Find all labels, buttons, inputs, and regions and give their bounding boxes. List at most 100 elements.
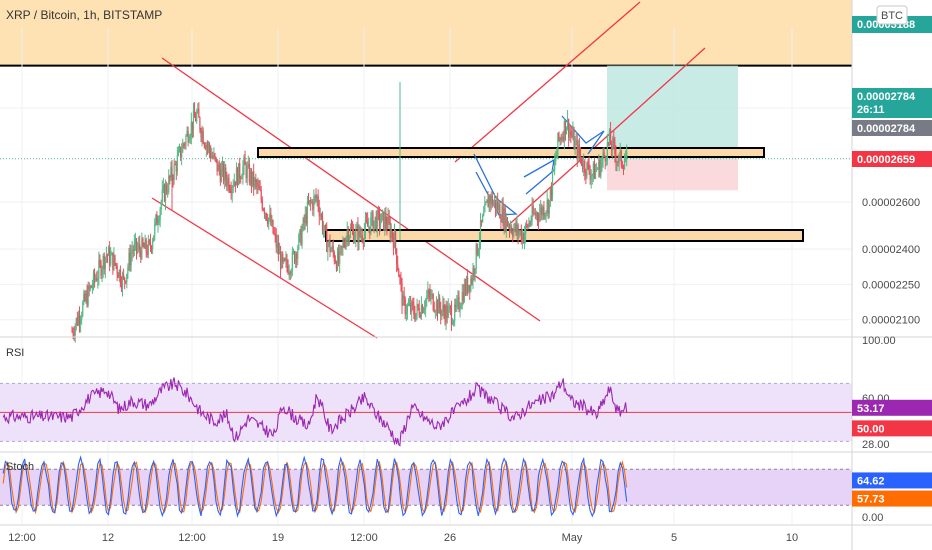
candle-body <box>591 174 593 177</box>
candle-body <box>189 136 191 140</box>
candle-body <box>229 189 231 191</box>
candle-body <box>193 110 196 118</box>
current-price-badge-text: 26:11 <box>857 104 885 116</box>
candle-body <box>308 200 311 204</box>
candle-body <box>530 220 532 224</box>
candle-body <box>433 309 435 312</box>
candle-body <box>387 216 389 229</box>
candle-body <box>619 150 621 154</box>
candle-body <box>141 238 143 259</box>
currency-button-label: BTC <box>881 10 903 22</box>
candle-body <box>483 212 485 216</box>
candle-body <box>450 308 453 325</box>
candle-body <box>593 163 596 179</box>
candle-body <box>419 315 421 318</box>
stoch-k-badge-text: 64.62 <box>857 475 885 487</box>
candle-body <box>397 264 399 270</box>
candle-body <box>144 239 146 249</box>
candle-body <box>484 203 486 213</box>
candle-body <box>234 181 236 186</box>
candle-body <box>541 207 543 216</box>
candle-body <box>608 130 611 143</box>
candle-body <box>84 293 86 301</box>
candle-body <box>128 252 130 267</box>
candle-body <box>210 151 212 158</box>
candle-body <box>616 161 618 163</box>
support-box-lower <box>325 229 804 242</box>
candle-body <box>455 304 457 307</box>
candle-body <box>426 297 428 300</box>
candle-body <box>421 305 424 313</box>
candle-body <box>469 285 471 291</box>
candle-body <box>288 272 290 274</box>
candle-body <box>221 163 224 169</box>
candle-body <box>356 225 358 229</box>
candle-body <box>518 232 520 235</box>
candle-body <box>254 178 256 187</box>
candle-body <box>159 209 161 221</box>
candle-body <box>565 127 568 134</box>
channel-lower-line <box>151 197 378 339</box>
currency-button[interactable]: BTC <box>876 5 908 25</box>
candle-body <box>226 179 228 186</box>
stoch-pane[interactable] <box>0 455 852 518</box>
time-tick-label: 12 <box>102 532 114 544</box>
candle-body <box>243 157 245 167</box>
rsi-pane[interactable] <box>0 377 852 447</box>
candle-body <box>173 164 175 180</box>
candle-body <box>399 276 401 278</box>
candle-body <box>391 231 393 238</box>
candle-body <box>105 254 107 258</box>
candle-body <box>519 230 521 233</box>
candle-body <box>533 212 535 214</box>
candle-body <box>182 143 184 153</box>
candle-body <box>374 216 376 221</box>
price-pane[interactable] <box>0 0 852 550</box>
candle-body <box>92 272 95 287</box>
candle-body <box>376 210 378 231</box>
candle-body <box>546 199 548 212</box>
candle-body <box>440 308 442 316</box>
candle-body <box>532 205 534 214</box>
candle-body <box>213 153 215 158</box>
candle-body <box>559 138 561 140</box>
candle-body <box>310 200 312 203</box>
candle-body <box>596 169 598 171</box>
stop-price-badge-text: 0.00002659 <box>857 154 915 166</box>
candle-body <box>568 119 570 138</box>
candle-body <box>88 285 90 290</box>
candle-body <box>482 215 484 223</box>
candle-body <box>317 195 319 208</box>
last-price-badge <box>852 120 932 136</box>
candle-body <box>520 230 522 242</box>
candle-body <box>447 306 449 318</box>
candle-body <box>444 311 446 322</box>
candle-body <box>379 222 382 227</box>
candle-body <box>126 273 128 283</box>
candle-body <box>146 251 148 255</box>
candle-body <box>166 184 168 192</box>
candle-body <box>451 324 454 325</box>
candle-body <box>429 293 431 299</box>
candle-body <box>540 207 542 214</box>
candle-body <box>101 269 103 276</box>
candle-body <box>499 204 501 219</box>
candle-body <box>218 164 220 171</box>
candle-body <box>417 304 419 309</box>
candle-body <box>291 251 293 272</box>
candle-body <box>174 164 176 165</box>
candle-body <box>402 295 404 306</box>
candle-body <box>398 269 400 277</box>
candle-body <box>573 130 575 150</box>
candle-body <box>340 246 342 249</box>
candle-body <box>162 185 164 190</box>
take-profit-zone <box>607 65 738 159</box>
time-tick-label: 12:00 <box>178 532 206 544</box>
candle-body <box>224 167 226 181</box>
candle-body <box>205 145 207 150</box>
candle-body <box>467 277 469 292</box>
candle-body <box>571 133 573 137</box>
candle-body <box>267 219 269 224</box>
